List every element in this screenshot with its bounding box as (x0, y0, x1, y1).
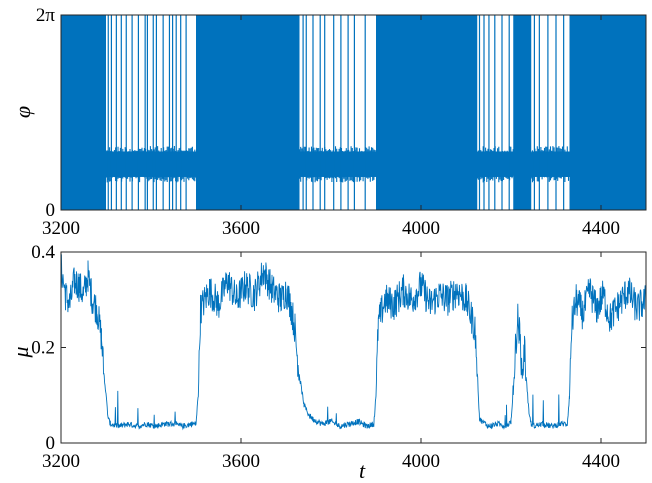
phi-y-tick-label: 2π (36, 5, 56, 26)
mu-x-tick-label: 4400 (582, 451, 620, 472)
phi-full-band (376, 15, 478, 210)
phi-x-tick-label: 3200 (42, 218, 80, 239)
phi-panel: 3200 3600 4000 4400 0 2π φ (10, 5, 647, 239)
mu-x-axis-label: t (359, 458, 366, 483)
mu-panel: 3200 3600 4000 4400 0 0.2 0.4 μ t (8, 242, 647, 483)
phi-axes-frame (60, 14, 647, 211)
mu-x-tick-label: 3200 (42, 451, 80, 472)
phi-full-band (61, 15, 106, 210)
phi-y-tick-label: 0 (46, 200, 56, 221)
phi-x-ticks: 3200 3600 4000 4400 (42, 15, 620, 239)
mu-y-ticks: 0 0.2 0.4 (31, 242, 646, 454)
phi-narrow-band-core (299, 151, 376, 177)
phi-full-band (196, 15, 300, 210)
phi-x-tick-label: 4400 (582, 218, 620, 239)
mu-y-axis-label: μ (8, 346, 33, 358)
phi-y-axis-label: φ (10, 106, 35, 118)
mu-series (60, 254, 647, 431)
phi-x-tick-label: 4000 (402, 218, 440, 239)
phi-narrow-band-core (106, 151, 196, 177)
mu-x-ticks: 3200 3600 4000 4400 (42, 252, 620, 472)
phi-full-band (569, 15, 646, 210)
mu-y-tick-label: 0 (46, 433, 56, 454)
phi-full-band (513, 15, 532, 210)
mu-x-tick-label: 4000 (402, 451, 440, 472)
phi-y-ticks: 0 2π (36, 5, 646, 221)
phi-series (61, 15, 646, 210)
mu-series-line (60, 254, 647, 431)
mu-x-tick-label: 3600 (222, 451, 260, 472)
phi-x-tick-label: 3600 (222, 218, 260, 239)
mu-y-tick-label: 0.4 (31, 242, 55, 263)
mu-y-tick-label: 0.2 (31, 338, 55, 359)
